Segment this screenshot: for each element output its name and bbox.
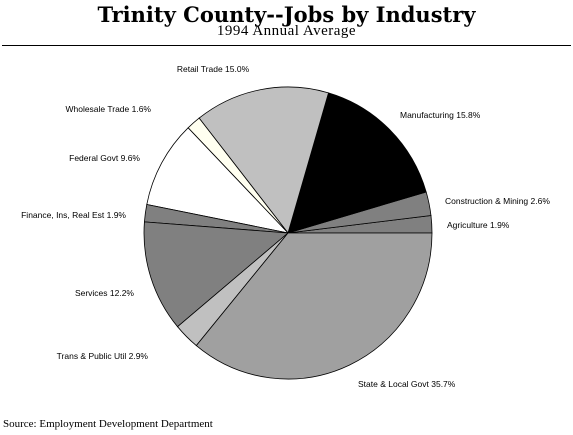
slice-label-retail-trade: Retail Trade 15.0% — [177, 64, 250, 74]
pie-slice-federal-govt — [146, 127, 290, 234]
slice-label-trans-public-util: Trans & Public Util 2.9% — [57, 351, 149, 361]
slice-label-wholesale-trade: Wholesale Trade 1.6% — [65, 104, 151, 114]
pie-slice-retail-trade — [198, 86, 329, 234]
slice-label-construction-mining: Construction & Mining 2.6% — [445, 196, 550, 206]
slice-label-services: Services 12.2% — [75, 288, 134, 298]
slice-label-finance-ins-real-est: Finance, Ins, Real Est 1.9% — [21, 210, 126, 220]
source-note: Source: Employment Development Departmen… — [3, 418, 213, 430]
chart-subtitle: 1994 Annual Average — [216, 23, 357, 39]
chart-title: Trinity County--Jobs by Industry — [97, 2, 476, 27]
slice-label-federal-govt: Federal Govt 9.6% — [69, 153, 140, 163]
title-divider — [2, 45, 571, 46]
slice-label-agriculture: Agriculture 1.9% — [447, 220, 510, 230]
slice-label-manufacturing: Manufacturing 15.8% — [400, 110, 481, 120]
slice-label-state-local-govt: State & Local Govt 35.7% — [358, 379, 456, 389]
pie-slice-state-local-govt — [195, 232, 433, 380]
pie-slice-manufacturing — [287, 92, 427, 234]
pie-slice-services — [143, 221, 290, 328]
